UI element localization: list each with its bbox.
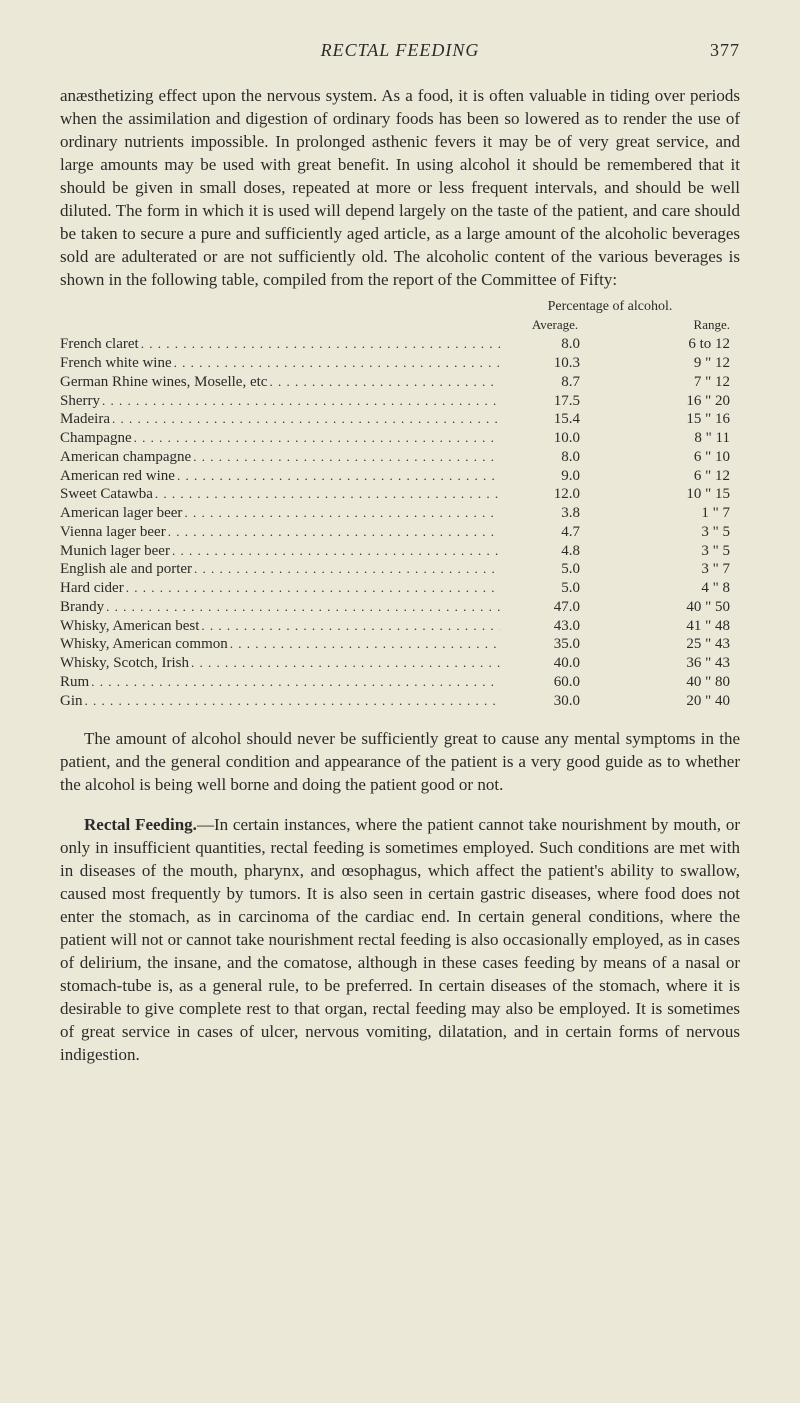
paragraph-3-body: —In certain instances, where the patient… xyxy=(60,815,740,1063)
table-body: French claret8.06 to 12French white wine… xyxy=(60,335,740,710)
table-row: Champagne10.08 " 11 xyxy=(60,429,740,448)
table-row: Munich lager beer4.83 " 5 xyxy=(60,542,740,561)
table-row: Hard cider5.04 " 8 xyxy=(60,579,740,598)
row-average: 10.0 xyxy=(500,429,610,448)
table-row: Rum60.040 " 80 xyxy=(60,673,740,692)
row-label: American red wine xyxy=(60,467,500,486)
table-subheader-row: Average. Range. xyxy=(60,317,740,333)
row-label: American lager beer xyxy=(60,504,500,523)
table-col-range: Range. xyxy=(610,317,740,333)
row-label: Vienna lager beer xyxy=(60,523,500,542)
table-subheader-spacer xyxy=(60,317,500,333)
table-row: Whisky, American common35.025 " 43 xyxy=(60,635,740,654)
paragraph-1: anæsthetizing effect upon the nervous sy… xyxy=(60,85,740,291)
alcohol-table: Percentage of alcohol. Average. Range. F… xyxy=(60,299,740,710)
row-average: 8.0 xyxy=(500,335,610,354)
row-range: 3 " 7 xyxy=(610,560,740,579)
row-average: 3.8 xyxy=(500,504,610,523)
row-range: 10 " 15 xyxy=(610,485,740,504)
row-label: American champagne xyxy=(60,448,500,467)
running-header: RECTAL FEEDING 377 xyxy=(60,40,740,61)
section-heading-rectal: Rectal Feeding. xyxy=(84,815,197,834)
row-range: 4 " 8 xyxy=(610,579,740,598)
row-range: 6 to 12 xyxy=(610,335,740,354)
row-average: 40.0 xyxy=(500,654,610,673)
row-average: 12.0 xyxy=(500,485,610,504)
row-average: 43.0 xyxy=(500,617,610,636)
table-row: French white wine10.39 " 12 xyxy=(60,354,740,373)
row-label: Sweet Catawba xyxy=(60,485,500,504)
header-spacer xyxy=(60,40,120,61)
row-average: 9.0 xyxy=(500,467,610,486)
row-label: German Rhine wines, Moselle, etc xyxy=(60,373,500,392)
row-range: 1 " 7 xyxy=(610,504,740,523)
row-range: 25 " 43 xyxy=(610,635,740,654)
row-average: 35.0 xyxy=(500,635,610,654)
row-average: 8.7 xyxy=(500,373,610,392)
running-title: RECTAL FEEDING xyxy=(120,40,680,61)
table-row: Whisky, American best43.041 " 48 xyxy=(60,617,740,636)
page-number: 377 xyxy=(680,40,740,61)
row-average: 8.0 xyxy=(500,448,610,467)
table-title: Percentage of alcohol. xyxy=(480,299,740,315)
row-range: 40 " 80 xyxy=(610,673,740,692)
row-range: 6 " 10 xyxy=(610,448,740,467)
row-average: 60.0 xyxy=(500,673,610,692)
paragraph-3: Rectal Feeding.—In certain instances, wh… xyxy=(60,814,740,1066)
row-range: 3 " 5 xyxy=(610,542,740,561)
table-row: American champagne8.06 " 10 xyxy=(60,448,740,467)
row-average: 5.0 xyxy=(500,560,610,579)
row-range: 41 " 48 xyxy=(610,617,740,636)
row-range: 36 " 43 xyxy=(610,654,740,673)
row-average: 47.0 xyxy=(500,598,610,617)
row-range: 16 " 20 xyxy=(610,392,740,411)
table-row: Brandy47.040 " 50 xyxy=(60,598,740,617)
table-col-average: Average. xyxy=(500,317,610,333)
row-label: Munich lager beer xyxy=(60,542,500,561)
table-title-row: Percentage of alcohol. xyxy=(60,299,740,315)
table-row: English ale and porter5.03 " 7 xyxy=(60,560,740,579)
row-label: Madeira xyxy=(60,410,500,429)
row-range: 20 " 40 xyxy=(610,692,740,711)
row-average: 30.0 xyxy=(500,692,610,711)
row-label: Champagne xyxy=(60,429,500,448)
table-row: Gin30.020 " 40 xyxy=(60,692,740,711)
table-title-spacer xyxy=(60,299,480,315)
row-label: French claret xyxy=(60,335,500,354)
row-range: 7 " 12 xyxy=(610,373,740,392)
row-range: 8 " 11 xyxy=(610,429,740,448)
row-average: 5.0 xyxy=(500,579,610,598)
row-average: 4.7 xyxy=(500,523,610,542)
row-range: 15 " 16 xyxy=(610,410,740,429)
row-range: 3 " 5 xyxy=(610,523,740,542)
row-label: Gin xyxy=(60,692,500,711)
paragraph-2: The amount of alcohol should never be su… xyxy=(60,728,740,797)
row-range: 9 " 12 xyxy=(610,354,740,373)
table-row: German Rhine wines, Moselle, etc8.77 " 1… xyxy=(60,373,740,392)
row-range: 40 " 50 xyxy=(610,598,740,617)
table-row: Vienna lager beer4.73 " 5 xyxy=(60,523,740,542)
row-label: Brandy xyxy=(60,598,500,617)
row-label: Whisky, Scotch, Irish xyxy=(60,654,500,673)
table-row: American red wine9.06 " 12 xyxy=(60,467,740,486)
row-average: 10.3 xyxy=(500,354,610,373)
row-label: Rum xyxy=(60,673,500,692)
table-row: French claret8.06 to 12 xyxy=(60,335,740,354)
document-page: RECTAL FEEDING 377 anæsthetizing effect … xyxy=(0,0,800,1121)
row-label: Whisky, American common xyxy=(60,635,500,654)
row-average: 17.5 xyxy=(500,392,610,411)
table-row: Sherry17.516 " 20 xyxy=(60,392,740,411)
row-label: Whisky, American best xyxy=(60,617,500,636)
row-label: French white wine xyxy=(60,354,500,373)
row-label: Hard cider xyxy=(60,579,500,598)
table-row: Whisky, Scotch, Irish40.036 " 43 xyxy=(60,654,740,673)
table-row: Sweet Catawba12.010 " 15 xyxy=(60,485,740,504)
table-row: American lager beer3.81 " 7 xyxy=(60,504,740,523)
row-average: 15.4 xyxy=(500,410,610,429)
row-average: 4.8 xyxy=(500,542,610,561)
table-row: Madeira15.415 " 16 xyxy=(60,410,740,429)
row-label: Sherry xyxy=(60,392,500,411)
row-label: English ale and porter xyxy=(60,560,500,579)
row-range: 6 " 12 xyxy=(610,467,740,486)
